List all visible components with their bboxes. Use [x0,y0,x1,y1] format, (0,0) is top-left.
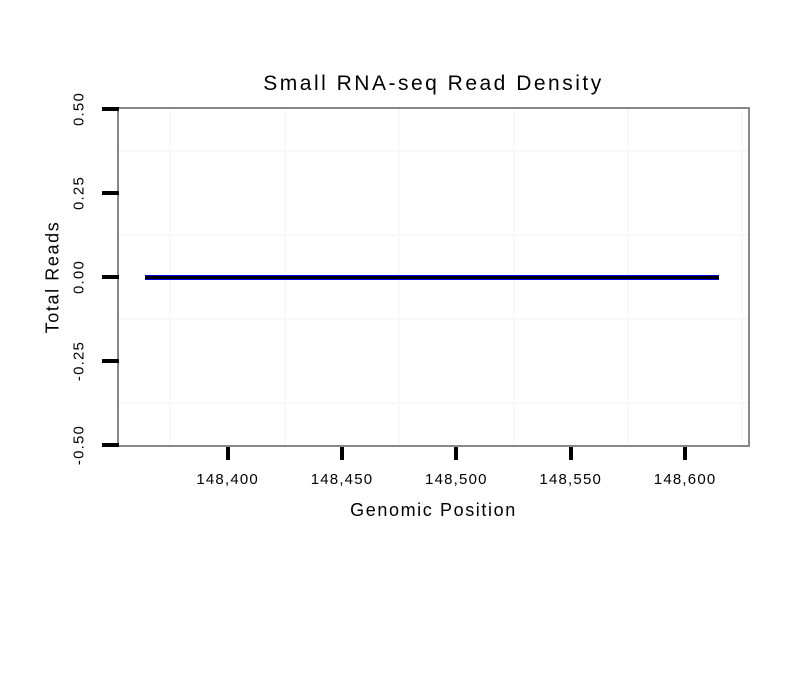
x-tick-label: 148,500 [425,471,488,488]
x-axis-title: Genomic Position [350,500,517,520]
x-tick-label: 148,450 [310,471,374,488]
x-axis: 148,400 148,450 148,500 148,550 148,600 [119,447,748,507]
y-axis-title: Total Reads [42,220,63,334]
x-tick-mark [225,447,230,460]
x-tick-label: 148,550 [539,471,603,488]
plot-panel [117,107,750,447]
x-tick-mark [340,447,344,460]
data-line-sense [145,275,720,279]
y-tick-label: 0.50 [70,92,88,126]
x-tick-mark [568,447,573,460]
x-tick-label: 148,600 [653,471,717,488]
y-tick-mark [102,275,119,279]
y-tick-mark [102,107,119,111]
legend: Hairpin partition Sense Antisense [0,575,810,620]
y-tick-mark [102,191,119,195]
minor-gridline-horizontal [119,318,748,320]
minor-gridline-vertical [741,109,744,445]
x-tick-mark [683,447,688,460]
y-tick-label: 0.25 [70,176,88,210]
data-line-antisense [145,274,720,280]
minor-gridline-horizontal [119,402,748,404]
y-tick-label: 0.00 [70,260,88,294]
chart-title: Small RNA-seq Read Density [263,72,604,95]
y-axis: 0.50 0.25 0.00 -0.25 -0.50 [0,92,119,465]
y-tick-label: -0.50 [70,424,88,466]
y-tick-mark [102,443,119,447]
x-tick-mark [454,447,459,460]
y-tick-mark [102,359,119,363]
y-tick-label: -0.25 [70,340,88,382]
minor-gridline-horizontal [119,234,748,236]
minor-gridline-horizontal [119,150,748,152]
x-tick-label: 148,400 [196,471,259,488]
